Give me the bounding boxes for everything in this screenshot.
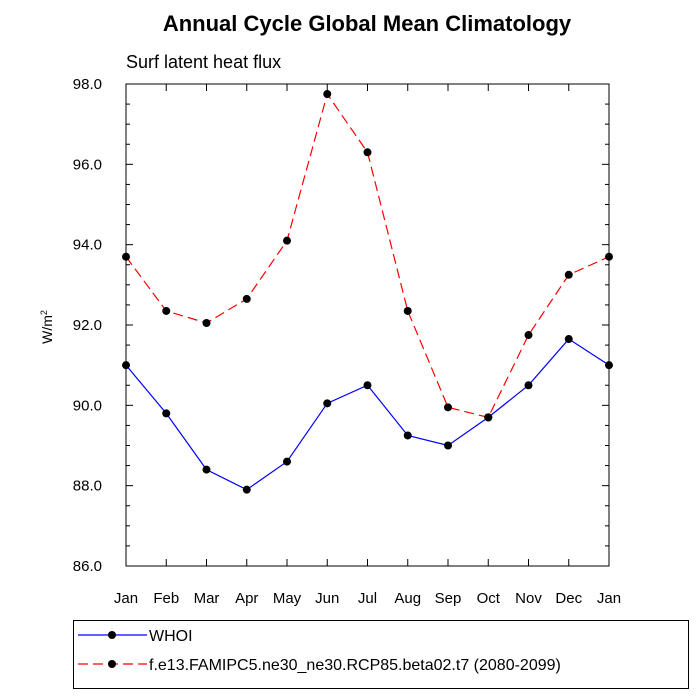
- data-point: [363, 148, 372, 157]
- data-point: [363, 381, 372, 390]
- x-tick-label: Oct: [477, 590, 501, 607]
- data-point: [484, 413, 493, 422]
- chart-subtitle: Surf latent heat flux: [126, 52, 281, 72]
- data-point: [122, 252, 130, 261]
- x-tick-label: Feb: [153, 590, 179, 607]
- x-tick-label: Jun: [315, 590, 339, 607]
- series-layer: [122, 90, 613, 494]
- x-tick-label: Dec: [555, 590, 582, 607]
- data-point: [524, 381, 533, 390]
- legend-box: [73, 620, 689, 689]
- legend: WHOI f.e13.FAMIPC5.ne30_ne30.RCP85.beta02…: [73, 620, 689, 689]
- chart-title: Annual Cycle Global Mean Climatology: [163, 11, 572, 36]
- series-1: [122, 335, 613, 494]
- plot-frame: [125, 83, 610, 567]
- data-point: [162, 306, 171, 315]
- data-point: [283, 236, 291, 245]
- axes: 86.0 88.0 90.0 92.0 94.0 96.0 98.0 Jan Feb Mar Apr…: [73, 76, 621, 607]
- legend-marker: [108, 660, 116, 668]
- data-point: [242, 485, 251, 494]
- y-tick-label: 88.0: [73, 478, 102, 495]
- data-point: [524, 331, 533, 340]
- y-tick-label: 94.0: [73, 237, 102, 254]
- data-point: [202, 318, 211, 327]
- data-point: [323, 90, 332, 99]
- y-tick-label: 90.0: [73, 397, 102, 414]
- y-tick-label: 98.0: [73, 76, 102, 93]
- data-point: [403, 306, 412, 315]
- legend-label: WHOI: [149, 628, 193, 645]
- legend-marker: [108, 631, 116, 639]
- x-tick-label: Apr: [235, 590, 258, 607]
- y-tick-label: 96.0: [73, 156, 102, 173]
- data-point: [403, 431, 412, 440]
- x-tick-label: Aug: [394, 590, 421, 607]
- data-point: [323, 399, 332, 408]
- data-point: [283, 457, 291, 466]
- data-point: [242, 294, 251, 303]
- series-line: [125, 338, 610, 491]
- data-point: [122, 361, 130, 370]
- legend-label: f.e13.FAMIPC5.ne30_ne30.RCP85.beta02.t7 …: [149, 657, 561, 674]
- x-tick-label: Jan: [597, 590, 621, 607]
- data-point: [444, 403, 452, 412]
- y-axis-label-unit: W/m: [39, 315, 55, 344]
- x-tick-label: Jul: [358, 590, 377, 607]
- x-tick-label: Jan: [114, 590, 138, 607]
- data-point: [444, 441, 452, 450]
- x-tick-label: May: [273, 590, 302, 607]
- y-axis-label-superscript: 2: [39, 310, 49, 315]
- data-point: [564, 270, 573, 279]
- y-tick-label: 86.0: [73, 558, 102, 575]
- y-tick-label: 92.0: [73, 317, 102, 334]
- x-tick-label: Mar: [194, 590, 220, 607]
- data-point: [605, 252, 613, 261]
- series-2: [122, 90, 613, 422]
- x-tick-label: Sep: [435, 590, 462, 607]
- data-point: [605, 361, 613, 370]
- y-axis-label: W/m2: [39, 310, 55, 344]
- series-line: [125, 92, 610, 419]
- data-point: [202, 465, 211, 474]
- data-point: [162, 409, 171, 418]
- data-point: [564, 335, 573, 344]
- x-tick-label: Nov: [515, 590, 542, 607]
